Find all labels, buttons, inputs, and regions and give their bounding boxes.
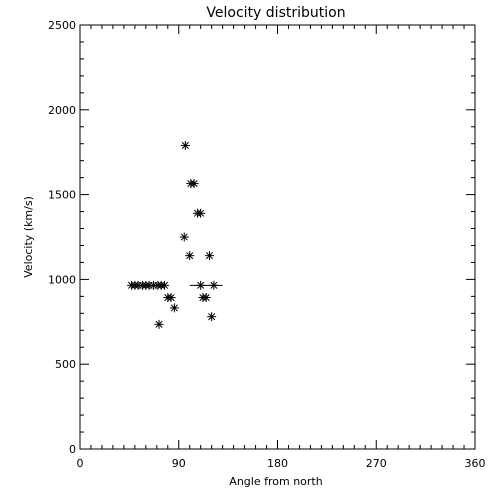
data-point	[169, 303, 179, 313]
y-tick-label: 0	[69, 443, 76, 456]
y-tick-label: 2000	[48, 104, 76, 117]
data-point	[154, 319, 164, 329]
data-point	[180, 140, 190, 150]
y-tick-label: 500	[55, 358, 76, 371]
data-points	[127, 140, 219, 329]
x-axis-tick-labels: 0 90 180 270 360	[77, 457, 486, 470]
x-axis-ticks	[79, 25, 476, 449]
data-point	[204, 251, 214, 261]
x-axis-label: Angle from north	[229, 475, 322, 488]
data-point	[179, 232, 189, 242]
y-tick-label: 2500	[48, 19, 76, 32]
x-tick-label: 0	[77, 457, 84, 470]
y-axis-tick-labels: 0 500 1000 1500 2000 2500	[48, 19, 76, 456]
data-point	[196, 208, 206, 218]
x-tick-label: 270	[366, 457, 387, 470]
y-axis-ticks	[80, 24, 475, 450]
data-point	[201, 293, 211, 303]
data-point	[207, 312, 217, 322]
y-tick-label: 1500	[48, 189, 76, 202]
x-tick-label: 360	[465, 457, 486, 470]
data-point	[209, 280, 219, 290]
chart-title: Velocity distribution	[206, 5, 345, 21]
x-tick-label: 180	[267, 457, 288, 470]
x-tick-label: 90	[172, 457, 186, 470]
data-point	[189, 179, 199, 189]
data-point	[185, 251, 195, 261]
y-tick-label: 1000	[48, 273, 76, 286]
data-point	[159, 280, 169, 290]
data-point	[166, 293, 176, 303]
y-axis-label: Velocity (km/s)	[22, 196, 35, 278]
data-point	[196, 280, 206, 290]
